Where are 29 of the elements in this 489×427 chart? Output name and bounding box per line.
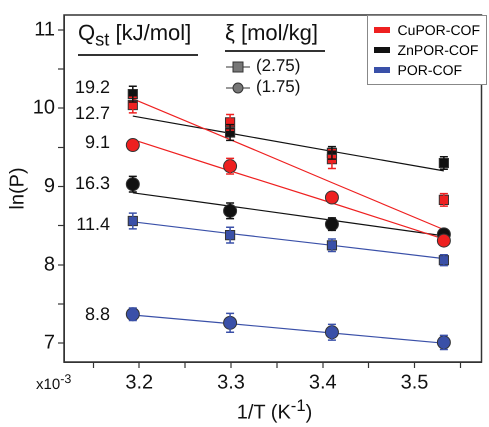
text: x10$^{-3}$ <box>36 372 72 393</box>
x-axis-title: 1/T (K$^{-1}$) <box>236 396 314 425</box>
annotation: 19.2 <box>74 77 110 98</box>
annotation: 11.4 <box>76 214 110 235</box>
legend-label: POR-COF <box>398 62 462 78</box>
x-tick-label: 3.4 <box>308 372 337 394</box>
point <box>324 217 339 232</box>
annotation: 8.8 <box>84 304 110 325</box>
annotation: Q$_{st}$ [kJ/mol] <box>78 20 198 56</box>
x-tick-label: 3.2 <box>125 372 154 394</box>
annotation: (1.75) <box>256 77 300 97</box>
annotation: 9.1 <box>84 132 110 153</box>
y-tick-label: 8 <box>44 253 55 276</box>
y-tick-label: 7 <box>44 332 55 354</box>
legend-label: CuPOR-COF <box>398 22 480 38</box>
annotation: 16.3 <box>74 173 110 194</box>
annotation: (2.75) <box>256 56 300 76</box>
point <box>324 190 339 205</box>
annotation: 12.7 <box>74 103 110 124</box>
point <box>436 234 451 248</box>
y-tick-label: 10 <box>32 96 55 119</box>
x-tick-label: 3.3 <box>217 372 245 394</box>
x-tick-label: 3.5 <box>400 372 428 394</box>
point <box>126 138 140 152</box>
legend-label: ZnPOR-COF <box>398 42 478 58</box>
y-axis-title: ln(P) <box>6 167 29 210</box>
y-tick-label: 9 <box>44 175 55 198</box>
y-tick-label: 11 <box>34 18 55 40</box>
annotation: ξ [mol/kg] <box>225 20 325 52</box>
